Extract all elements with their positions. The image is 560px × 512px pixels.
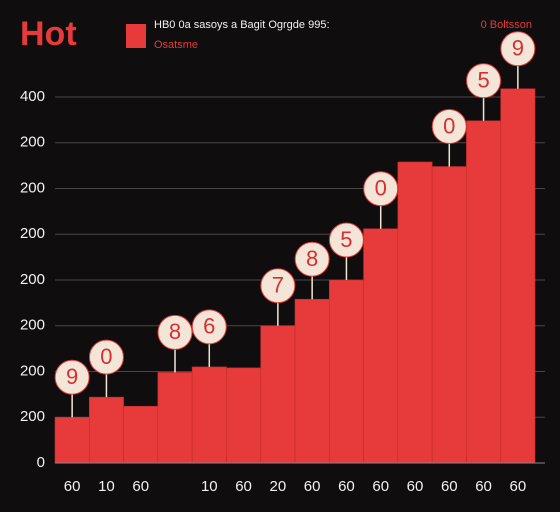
subtitle: HB0 0a sasoys a Bagit Ogrgde 995: <box>154 19 330 31</box>
bar <box>260 325 296 464</box>
bar <box>123 405 159 464</box>
annotation-label: 7 <box>272 273 284 298</box>
y-tick-label: 200 <box>20 225 45 242</box>
y-tick-label: 200 <box>20 271 45 288</box>
annotation-badge <box>260 268 296 304</box>
bar <box>500 88 536 464</box>
note: 0 Boltsson <box>481 19 532 31</box>
bar <box>157 372 193 464</box>
annotation-label: 9 <box>66 364 78 389</box>
annotation-label: 9 <box>512 36 524 61</box>
bar <box>397 161 433 464</box>
x-tick-label: 60 <box>304 478 321 495</box>
x-tick-label: 60 <box>475 478 492 495</box>
annotation-label: 0 <box>100 344 112 369</box>
bar <box>294 298 330 464</box>
annotation-label: 8 <box>306 246 318 271</box>
annotation-badge <box>191 309 227 345</box>
annotation-label: 5 <box>340 227 352 252</box>
x-tick-label: 60 <box>132 478 149 495</box>
bar <box>328 279 364 464</box>
x-tick-label: 60 <box>407 478 424 495</box>
annotation-badge <box>157 314 193 350</box>
y-tick-label: 0 <box>37 454 45 471</box>
annotation-badge <box>466 63 502 99</box>
bar <box>226 367 262 464</box>
bar <box>54 416 90 464</box>
x-tick-label: 60 <box>441 478 458 495</box>
annotation-badge <box>54 359 90 395</box>
legend-label: Osatsme <box>154 39 198 51</box>
x-tick-label: 60 <box>64 478 81 495</box>
annotation-label: 8 <box>169 319 181 344</box>
title-marker <box>126 24 146 48</box>
bar <box>191 366 227 464</box>
chart-title: Hot <box>20 15 77 53</box>
x-tick-label: 60 <box>235 478 252 495</box>
x-tick-label: 10 <box>98 478 115 495</box>
annotation-label: 5 <box>477 68 489 93</box>
x-tick-label: 20 <box>270 478 287 495</box>
y-tick-label: 200 <box>20 408 45 425</box>
bar <box>363 228 399 464</box>
x-tick-label: 60 <box>510 478 527 495</box>
annotation-badge <box>294 241 330 277</box>
annotation-badge <box>500 31 536 67</box>
bar <box>466 120 502 464</box>
y-tick-label: 200 <box>20 134 45 151</box>
y-tick-label: 200 <box>20 317 45 334</box>
y-tick-label: 200 <box>20 362 45 379</box>
bar <box>431 166 467 464</box>
y-tick-label: 400 <box>20 88 45 105</box>
annotation-label: 0 <box>375 176 387 201</box>
x-tick-label: 60 <box>338 478 355 495</box>
x-tick-label: 10 <box>201 478 218 495</box>
annotation-label: 0 <box>443 113 455 138</box>
x-tick-label: 60 <box>372 478 389 495</box>
y-tick-label: 200 <box>20 179 45 196</box>
bar <box>88 396 124 464</box>
annotation-label: 6 <box>203 314 215 339</box>
annotation-badge <box>88 339 124 375</box>
